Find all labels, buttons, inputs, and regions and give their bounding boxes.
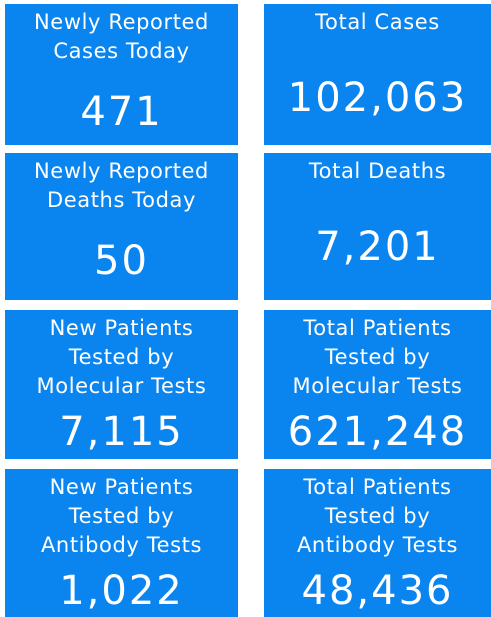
tile-label: Newly Reported Deaths Today bbox=[33, 159, 209, 212]
tile-label: Newly Reported Cases Today bbox=[33, 10, 209, 63]
tile-value: 7,201 bbox=[315, 224, 440, 270]
tile-label: New Patients Tested by Antibody Tests bbox=[40, 475, 203, 557]
tile-value: 48,436 bbox=[301, 568, 454, 614]
tile-value: 50 bbox=[94, 238, 149, 284]
tile-total-molecular-tests: Total Patients Tested by Molecular Tests… bbox=[264, 310, 491, 459]
tile-label: Total Deaths bbox=[308, 159, 447, 183]
tile-value: 471 bbox=[80, 89, 163, 135]
tile-value: 7,115 bbox=[59, 409, 184, 455]
tile-label: Total Patients Tested by Antibody Tests bbox=[296, 475, 459, 557]
tile-new-molecular-tests: New Patients Tested by Molecular Tests 7… bbox=[5, 310, 238, 459]
tile-label: Total Patients Tested by Molecular Tests bbox=[292, 316, 463, 398]
tile-total-antibody-tests: Total Patients Tested by Antibody Tests … bbox=[264, 469, 491, 617]
tile-new-antibody-tests: New Patients Tested by Antibody Tests 1,… bbox=[5, 469, 238, 617]
tile-new-cases-today: Newly Reported Cases Today 471 bbox=[5, 4, 238, 145]
tile-new-deaths-today: Newly Reported Deaths Today 50 bbox=[5, 153, 238, 300]
tile-value: 621,248 bbox=[287, 409, 468, 455]
tile-value: 102,063 bbox=[287, 75, 468, 121]
tile-label: New Patients Tested by Molecular Tests bbox=[36, 316, 207, 398]
tile-value: 1,022 bbox=[59, 568, 184, 614]
tile-total-cases: Total Cases 102,063 bbox=[264, 4, 491, 145]
tile-total-deaths: Total Deaths 7,201 bbox=[264, 153, 491, 300]
tile-label: Total Cases bbox=[315, 10, 440, 34]
